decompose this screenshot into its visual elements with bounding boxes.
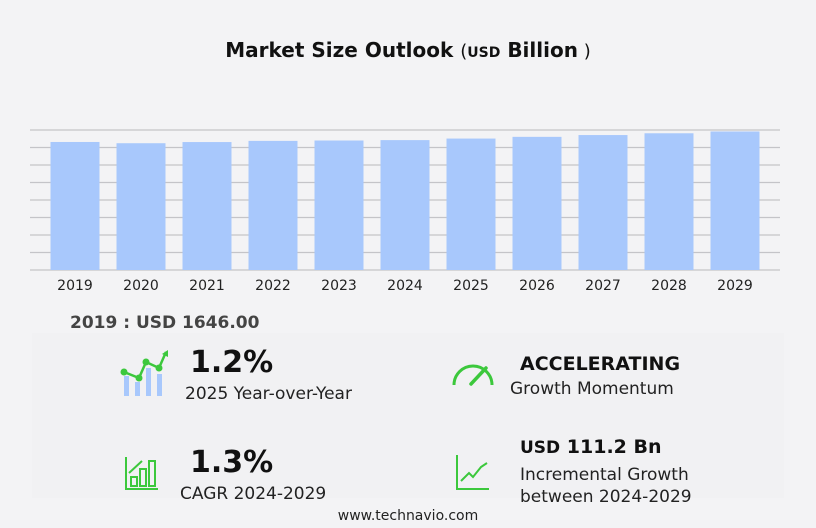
inc-amount: 111.2 Bn <box>566 436 662 458</box>
x-tick-label: 2024 <box>387 278 423 294</box>
yoy-label: 2025 Year-over-Year <box>185 384 352 404</box>
x-tick-label: 2029 <box>717 278 753 294</box>
stats-panel <box>32 333 784 498</box>
x-tick-label: 2025 <box>453 278 489 294</box>
x-tick-label: 2027 <box>585 278 621 294</box>
title-unit2: Billion <box>507 38 578 62</box>
bar-2029 <box>710 131 760 270</box>
momentum-label: Growth Momentum <box>510 379 674 399</box>
incremental-label2: between 2024-2029 <box>520 487 692 507</box>
chart-title: Market Size Outlook (USD Billion ) <box>225 38 591 62</box>
x-tick-label: 2023 <box>321 278 357 294</box>
x-tick-label: 2026 <box>519 278 555 294</box>
cagr-label: CAGR 2024-2029 <box>180 484 327 504</box>
bar-2021 <box>182 142 232 270</box>
yoy-value: 1.2% <box>190 345 274 380</box>
inc-unit: USD <box>520 438 561 458</box>
bar-2026 <box>512 136 562 270</box>
title-text: Market Size Outlook <box>225 38 454 62</box>
title-unit: USD <box>467 45 501 61</box>
x-tick-label: 2021 <box>189 278 225 294</box>
footer-url: www.technavio.com <box>337 508 479 524</box>
bar-2024 <box>380 140 430 270</box>
bar-chart: 2019 2020 2021 2022 2023 2024 2025 2026 2027 2028… <box>30 129 780 294</box>
x-tick-label: 2020 <box>123 278 159 294</box>
cagr-bars-icon <box>125 457 158 490</box>
incremental-value: USD 111.2 Bn <box>520 436 662 458</box>
base-year-value: 2019 : USD 1646.00 <box>70 313 260 333</box>
cagr-value: 1.3% <box>190 445 274 480</box>
x-tick-label: 2028 <box>651 278 687 294</box>
x-tick-label: 2019 <box>57 278 93 294</box>
incremental-growth-icon <box>456 455 489 490</box>
bar-2023 <box>314 140 364 270</box>
bar-2027 <box>578 135 628 270</box>
bar-2028 <box>644 133 694 270</box>
incremental-label1: Incremental Growth <box>520 465 689 485</box>
bar-2020 <box>116 143 166 270</box>
x-tick-label: 2022 <box>255 278 291 294</box>
speedometer-icon <box>452 364 494 386</box>
momentum-value: ACCELERATING <box>520 353 681 375</box>
bar-2022 <box>248 140 298 270</box>
bar-2025 <box>446 138 496 270</box>
growth-chart-icon <box>120 350 168 396</box>
bar-2019 <box>50 141 100 270</box>
